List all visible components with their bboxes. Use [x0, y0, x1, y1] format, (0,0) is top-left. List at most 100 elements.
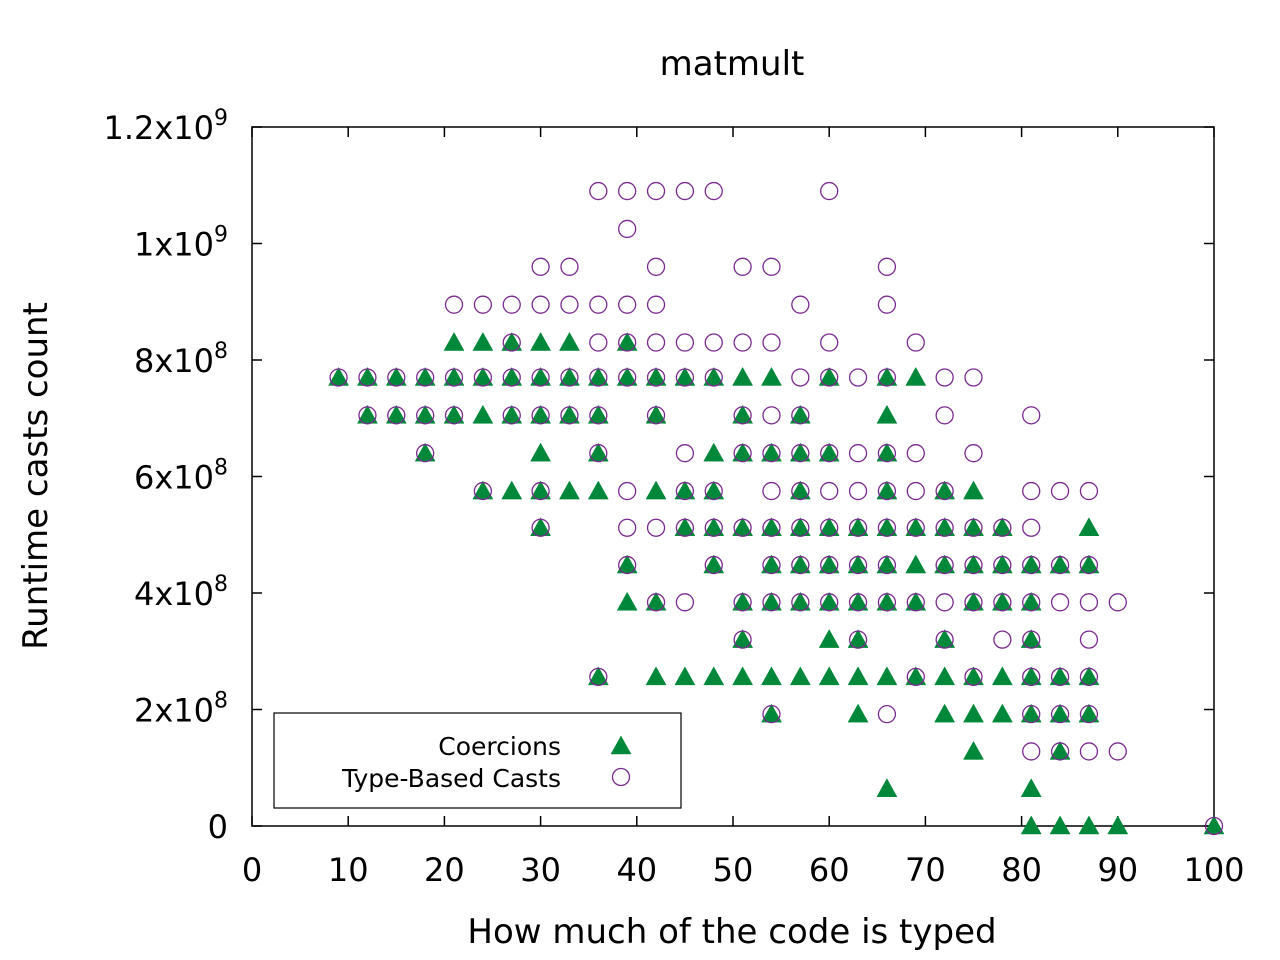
type-based-cast-point: [473, 481, 493, 501]
coercion-point: [789, 666, 811, 686]
legend-box: [273, 712, 682, 809]
type-based-cast-point: [820, 181, 839, 201]
type-based-cast-point: [762, 444, 781, 463]
type-based-cast-point: [646, 181, 666, 201]
type-based-cast-point: [877, 481, 897, 501]
type-based-cast-point: [791, 555, 810, 575]
type-based-cast-point: [618, 481, 637, 501]
type-based-cast-point: [964, 368, 983, 387]
type-based-cast-point: [618, 219, 637, 239]
type-based-cast-point: [502, 368, 521, 387]
type-based-cast-point: [906, 444, 925, 463]
coercion-point: [559, 480, 580, 500]
type-based-cast-point: [473, 295, 493, 314]
y-tick-label: 6x108: [134, 456, 228, 497]
x-tick-label: 40: [616, 851, 657, 889]
coercion-point: [905, 366, 927, 386]
type-based-cast-point: [877, 444, 897, 463]
type-based-cast-point: [675, 481, 695, 501]
type-based-cast-point: [473, 368, 493, 387]
type-based-cast-point: [906, 518, 925, 537]
type-based-cast-point: [935, 368, 954, 387]
type-based-cast-point: [675, 444, 695, 463]
x-axis-label: How much of the code is typed: [467, 912, 996, 952]
type-based-cast-point: [589, 295, 608, 314]
y-axis: 0 2x108 4x108 6x108 8x108 1x109 1.2x109: [103, 106, 1214, 846]
coercion-point: [703, 666, 725, 686]
type-based-cast-point: [877, 555, 897, 575]
y-tick-label: 1x109: [134, 223, 228, 264]
type-based-cast-point: [733, 518, 752, 537]
type-based-cast-point: [820, 333, 839, 352]
type-based-cast-point: [791, 593, 810, 612]
type-based-cast-point: [993, 593, 1012, 612]
type-based-cast-point: [704, 481, 723, 501]
type-based-cast-point: [791, 518, 810, 537]
type-based-cast-point: [1204, 816, 1224, 836]
coercion-point: [587, 480, 609, 500]
type-based-cast-point: [964, 593, 983, 612]
x-tick-label: 30: [520, 851, 561, 889]
type-based-cast-point: [1079, 555, 1099, 575]
type-based-cast-point: [877, 368, 897, 387]
type-based-cast-point: [820, 444, 839, 463]
coercion-point: [1049, 815, 1071, 835]
legend: Coercions Type-Based Casts: [273, 712, 682, 809]
type-based-cast-point: [935, 481, 954, 501]
coercion-point: [443, 332, 465, 351]
type-based-cast-point: [820, 368, 839, 387]
type-based-cast-point: [1108, 742, 1127, 761]
coercion-point: [732, 666, 754, 686]
type-based-cast-point: [733, 406, 752, 425]
coercion-point: [645, 480, 667, 500]
type-based-cast-point: [762, 593, 781, 612]
type-based-cast-point: [329, 368, 348, 387]
type-based-cast-point: [618, 295, 637, 314]
type-based-cast-point: [791, 406, 810, 425]
type-based-cast-point: [675, 593, 695, 612]
type-based-cast-point: [416, 368, 435, 387]
type-based-cast-point: [1050, 705, 1070, 724]
type-based-cast-point: [531, 481, 550, 501]
coercion-point: [934, 703, 956, 723]
legend-label-type-based-casts: Type-Based Casts: [341, 764, 561, 793]
type-based-cast-point: [1050, 742, 1070, 761]
coercion-point: [818, 629, 840, 648]
coercion-point: [876, 404, 898, 424]
type-based-cast-point: [589, 406, 608, 425]
type-based-cast-point: [704, 181, 723, 201]
coercion-point: [645, 666, 667, 686]
type-based-cast-point: [531, 518, 550, 537]
coercion-point: [732, 366, 754, 386]
type-based-cast-point: [675, 368, 695, 387]
type-based-cast-point: [762, 257, 781, 276]
coercion-point: [818, 666, 840, 686]
type-based-cast-point: [387, 406, 406, 425]
type-based-cast-point: [877, 257, 897, 276]
type-based-cast-point: [820, 518, 839, 537]
type-based-cast-point: [733, 593, 752, 612]
type-based-cast-point: [444, 406, 464, 425]
type-based-cast-point: [358, 368, 377, 387]
type-based-cast-point: [1079, 705, 1099, 724]
coercion-point: [991, 703, 1013, 723]
type-based-cast-point: [560, 406, 579, 425]
legend-circle-icon: [611, 767, 631, 787]
coercion-point: [1020, 815, 1042, 835]
type-based-cast-point: [848, 630, 868, 649]
type-based-cast-point: [531, 295, 550, 314]
type-based-cast-point: [502, 295, 521, 314]
type-based-cast-point: [1022, 630, 1041, 649]
type-based-cast-point: [675, 518, 695, 537]
type-based-cast-point: [762, 518, 781, 537]
type-based-cast-point: [646, 295, 666, 314]
y-tick-label: 8x108: [134, 339, 228, 380]
type-based-cast-point: [502, 333, 521, 352]
coercion-point: [934, 666, 956, 686]
y-axis-label: Runtime casts count: [16, 302, 56, 650]
type-based-cast-point: [531, 406, 550, 425]
type-based-cast-point: [733, 444, 752, 463]
type-based-cast-point: [733, 333, 752, 352]
type-based-cast-point: [848, 518, 868, 537]
type-based-cast-point: [1022, 593, 1041, 612]
